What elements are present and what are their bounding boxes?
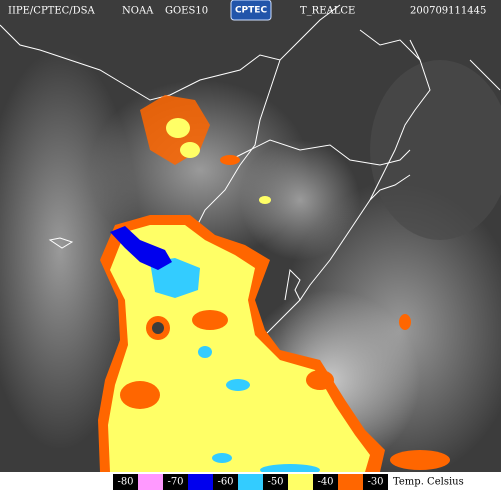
legend-label: -70 bbox=[167, 477, 183, 488]
borders bbox=[0, 4, 501, 346]
logo: CPTEC bbox=[235, 6, 267, 16]
cloud bbox=[370, 60, 501, 240]
legend-label-box bbox=[163, 474, 188, 490]
legend-swatch bbox=[338, 474, 363, 490]
legend-swatch bbox=[188, 474, 213, 490]
legend-label-box bbox=[213, 474, 238, 490]
legend-label: -40 bbox=[317, 477, 333, 488]
legend-label-box bbox=[313, 474, 338, 490]
legend-label: -80 bbox=[117, 477, 133, 488]
legend-label-box bbox=[363, 474, 388, 490]
agency: NOAA bbox=[122, 6, 154, 17]
legend-swatch bbox=[288, 474, 313, 490]
legend-label: -60 bbox=[217, 477, 233, 488]
legend-label: -30 bbox=[367, 477, 383, 488]
product: T_REALCE bbox=[300, 6, 355, 17]
legend-label-box bbox=[263, 474, 288, 490]
legend-swatch bbox=[238, 474, 263, 490]
legend-label: -50 bbox=[267, 477, 283, 488]
legend-label-box bbox=[113, 474, 138, 490]
cold-tops bbox=[98, 95, 450, 476]
satellite: GOES10 bbox=[165, 6, 208, 17]
timestamp: 200709111445 bbox=[410, 6, 486, 17]
legend-unit: Temp. Celsius bbox=[393, 477, 464, 488]
source: IIPE/CPTEC/DSA bbox=[8, 6, 96, 17]
logo-box bbox=[230, 0, 272, 21]
legend: -80 -70 -60 -50 -40 -30 bbox=[113, 474, 388, 490]
legend-swatch bbox=[138, 474, 163, 490]
